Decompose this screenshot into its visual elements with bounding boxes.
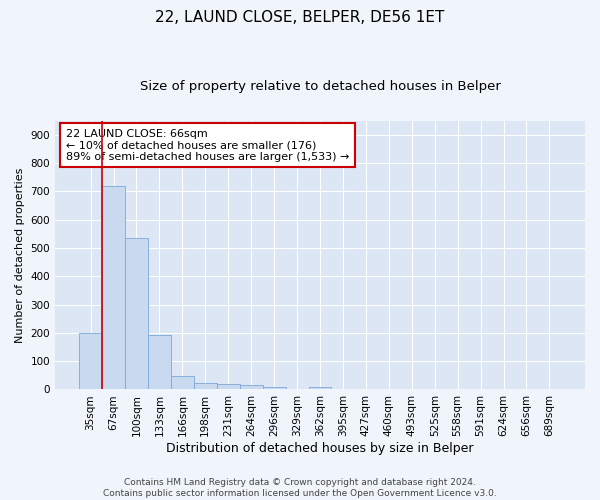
Title: Size of property relative to detached houses in Belper: Size of property relative to detached ho… <box>140 80 500 93</box>
Bar <box>79 333 102 390</box>
Bar <box>308 386 331 390</box>
Bar <box>263 386 286 390</box>
Bar <box>194 383 217 390</box>
Text: Contains HM Land Registry data © Crown copyright and database right 2024.
Contai: Contains HM Land Registry data © Crown c… <box>103 478 497 498</box>
Bar <box>102 186 125 390</box>
Bar <box>217 384 240 390</box>
Bar <box>125 238 148 390</box>
Text: 22, LAUND CLOSE, BELPER, DE56 1ET: 22, LAUND CLOSE, BELPER, DE56 1ET <box>155 10 445 25</box>
Y-axis label: Number of detached properties: Number of detached properties <box>15 168 25 342</box>
Text: 22 LAUND CLOSE: 66sqm
← 10% of detached houses are smaller (176)
89% of semi-det: 22 LAUND CLOSE: 66sqm ← 10% of detached … <box>65 128 349 162</box>
Bar <box>171 376 194 390</box>
Bar <box>148 335 171 390</box>
X-axis label: Distribution of detached houses by size in Belper: Distribution of detached houses by size … <box>166 442 474 455</box>
Bar <box>240 386 263 390</box>
